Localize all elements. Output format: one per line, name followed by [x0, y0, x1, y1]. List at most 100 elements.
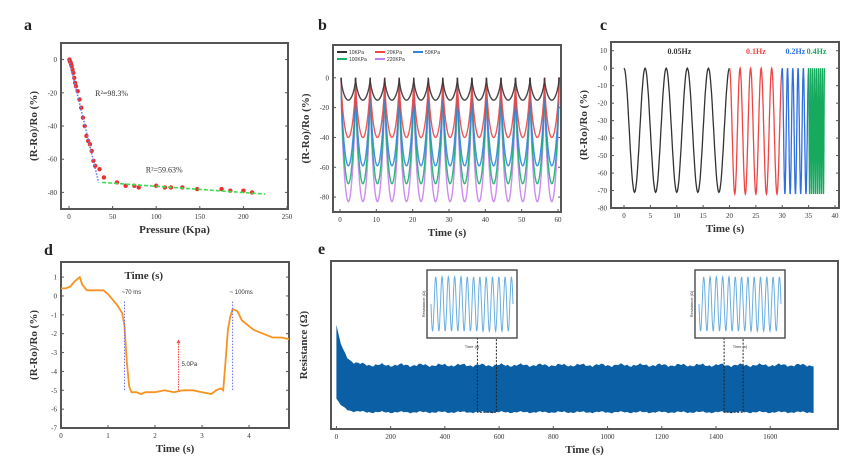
- panel-c: c 0 5 10 15 20 25 30 35 40 10 0 -10 -20 -30 -40 -50 -60 -7…: [578, 17, 840, 235]
- series-line-20KPa: [340, 77, 560, 139]
- panel-letter: b: [318, 17, 327, 34]
- series-line-50KPa: [340, 77, 560, 167]
- x-tick-label: 400: [440, 433, 451, 441]
- panel-letter: d: [44, 242, 53, 259]
- pressure-label: 5.0Pa: [182, 362, 198, 368]
- data-point: [219, 186, 224, 192]
- x-tick-label: 100: [151, 213, 162, 221]
- inset-y-label: Resistance (Ω): [421, 290, 426, 317]
- zoom-window: [476, 322, 497, 413]
- y-axis-label: (R-Ro)/Ro (%): [28, 91, 40, 161]
- x-tick-label: 0: [338, 216, 342, 224]
- x-tick-label: 200: [385, 433, 396, 441]
- y-tick-label: -80: [598, 205, 608, 213]
- y-tick-label: -2: [51, 330, 57, 338]
- series-line-0.05Hz: [623, 66, 731, 194]
- x-tick-label: 10: [373, 216, 381, 224]
- inset-signal: [698, 274, 782, 334]
- y-tick-label: -3: [51, 349, 57, 357]
- x-tick-label: 200: [238, 213, 249, 221]
- x-tick-label: 150: [195, 213, 206, 221]
- data-point: [97, 166, 102, 172]
- y-axis-label: (R-Ro)/Ro (%): [300, 93, 312, 163]
- legend-label: 20KPa: [387, 50, 402, 56]
- panel-letter: e: [318, 241, 325, 258]
- y-axis-label: (R-Ro)/Ro (%): [578, 90, 590, 160]
- series-line-0.2Hz: [781, 68, 810, 195]
- x-tick-label: 1400: [709, 433, 724, 441]
- x-tick-label: 0: [335, 433, 339, 441]
- x-tick-label: 40: [832, 212, 840, 220]
- x-tick-label: 1200: [655, 433, 670, 441]
- x-axis-label: Time (s): [706, 223, 745, 235]
- response-line: [61, 275, 290, 395]
- x-tick-label: 0: [59, 432, 63, 440]
- x-tick-label: 40: [482, 216, 490, 224]
- y-tick-label: -5: [51, 387, 57, 395]
- resistance-band: [336, 324, 814, 414]
- data-point: [72, 75, 77, 81]
- x-tick-label: 250: [282, 213, 293, 221]
- panel-letter: a: [24, 17, 32, 34]
- y-tick-label: -10: [598, 82, 608, 90]
- x-tick-label: 5: [649, 212, 653, 220]
- panel-d: d 0 1 2 3 4 1 0 -1 -2 -3 -4 -5 -6 -7 Time (s) (R-Ro)/Ro …: [28, 242, 290, 455]
- y-axis-label: Resistance (Ω): [298, 310, 310, 379]
- data-point: [136, 185, 141, 190]
- x-axis-label: Pressure (Kpa): [139, 224, 210, 236]
- y-tick-label: -60: [320, 164, 330, 172]
- y-tick-label: -80: [48, 189, 58, 197]
- inset-signal: [430, 274, 514, 334]
- x-tick-label: 10: [673, 212, 681, 220]
- legend-label: 10KPa: [349, 50, 364, 56]
- data-point: [69, 64, 74, 69]
- y-tick-label: -6: [51, 406, 57, 414]
- x-axis-label: Time (s): [156, 443, 195, 455]
- plot-frame: [330, 260, 839, 430]
- fit-line-fit-low: [68, 59, 100, 183]
- y-tick-label: -30: [598, 117, 608, 125]
- x-tick-label: 1600: [763, 433, 778, 441]
- x-axis-label: Time (s): [428, 227, 467, 239]
- plot-frame: [60, 261, 290, 429]
- arrow-head: [176, 339, 181, 344]
- frequency-label: 0.1Hz: [746, 47, 766, 56]
- panel-b: b 0 10 20 30 40 50 60 0 -20 -40 -60 -80 Time (s) (R-Ro…: [300, 17, 562, 239]
- x-tick-label: 0: [622, 212, 626, 220]
- x-tick-label: 35: [805, 212, 813, 220]
- y-tick-label: -70: [598, 187, 608, 195]
- x-tick-label: 25: [752, 212, 760, 220]
- legend-label: 50KPa: [425, 50, 440, 56]
- y-tick-label: -80: [320, 194, 330, 202]
- x-tick-label: 1: [106, 432, 110, 440]
- y-tick-label: -60: [48, 156, 58, 164]
- legend: 10KPa 20KPa 50KPa 100KPa 220KPa: [337, 50, 440, 63]
- data-point: [101, 175, 107, 180]
- zoom-window: [723, 322, 744, 413]
- r-squared-annotation: R²=59.63%: [146, 165, 183, 174]
- x-tick-label: 15: [700, 212, 708, 220]
- legend-label: 220KPa: [387, 57, 405, 63]
- y-tick-label: 0: [604, 65, 608, 73]
- y-tick-label: -20: [598, 100, 608, 108]
- series-line-0.4Hz: [807, 68, 826, 195]
- x-tick-label: 50: [518, 216, 526, 224]
- response-time-label: ~70 ms: [121, 290, 141, 296]
- frequency-label: 0.05Hz: [667, 47, 691, 56]
- panel-e: e 0 200 400 600 800 1000 1200 1400 1600 Time (s) Re…: [298, 241, 839, 456]
- response-time-label: ~ 100ms: [230, 290, 253, 296]
- series-line-100KPa: [340, 77, 560, 185]
- data-point: [84, 133, 89, 139]
- series-line-0.1Hz: [728, 66, 783, 197]
- y-tick-label: 10: [600, 47, 608, 55]
- x-tick-label: 800: [548, 433, 559, 441]
- inset-x-label: Time (s): [465, 344, 480, 349]
- r-squared-annotation: R²=98.3%: [95, 89, 128, 98]
- y-tick-label: -40: [48, 123, 58, 131]
- y-tick-label: -60: [598, 170, 608, 178]
- y-tick-label: -20: [48, 89, 58, 97]
- panel-letter: c: [600, 17, 607, 34]
- legend-label: 100KPa: [349, 57, 367, 63]
- y-tick-label: 0: [54, 56, 58, 64]
